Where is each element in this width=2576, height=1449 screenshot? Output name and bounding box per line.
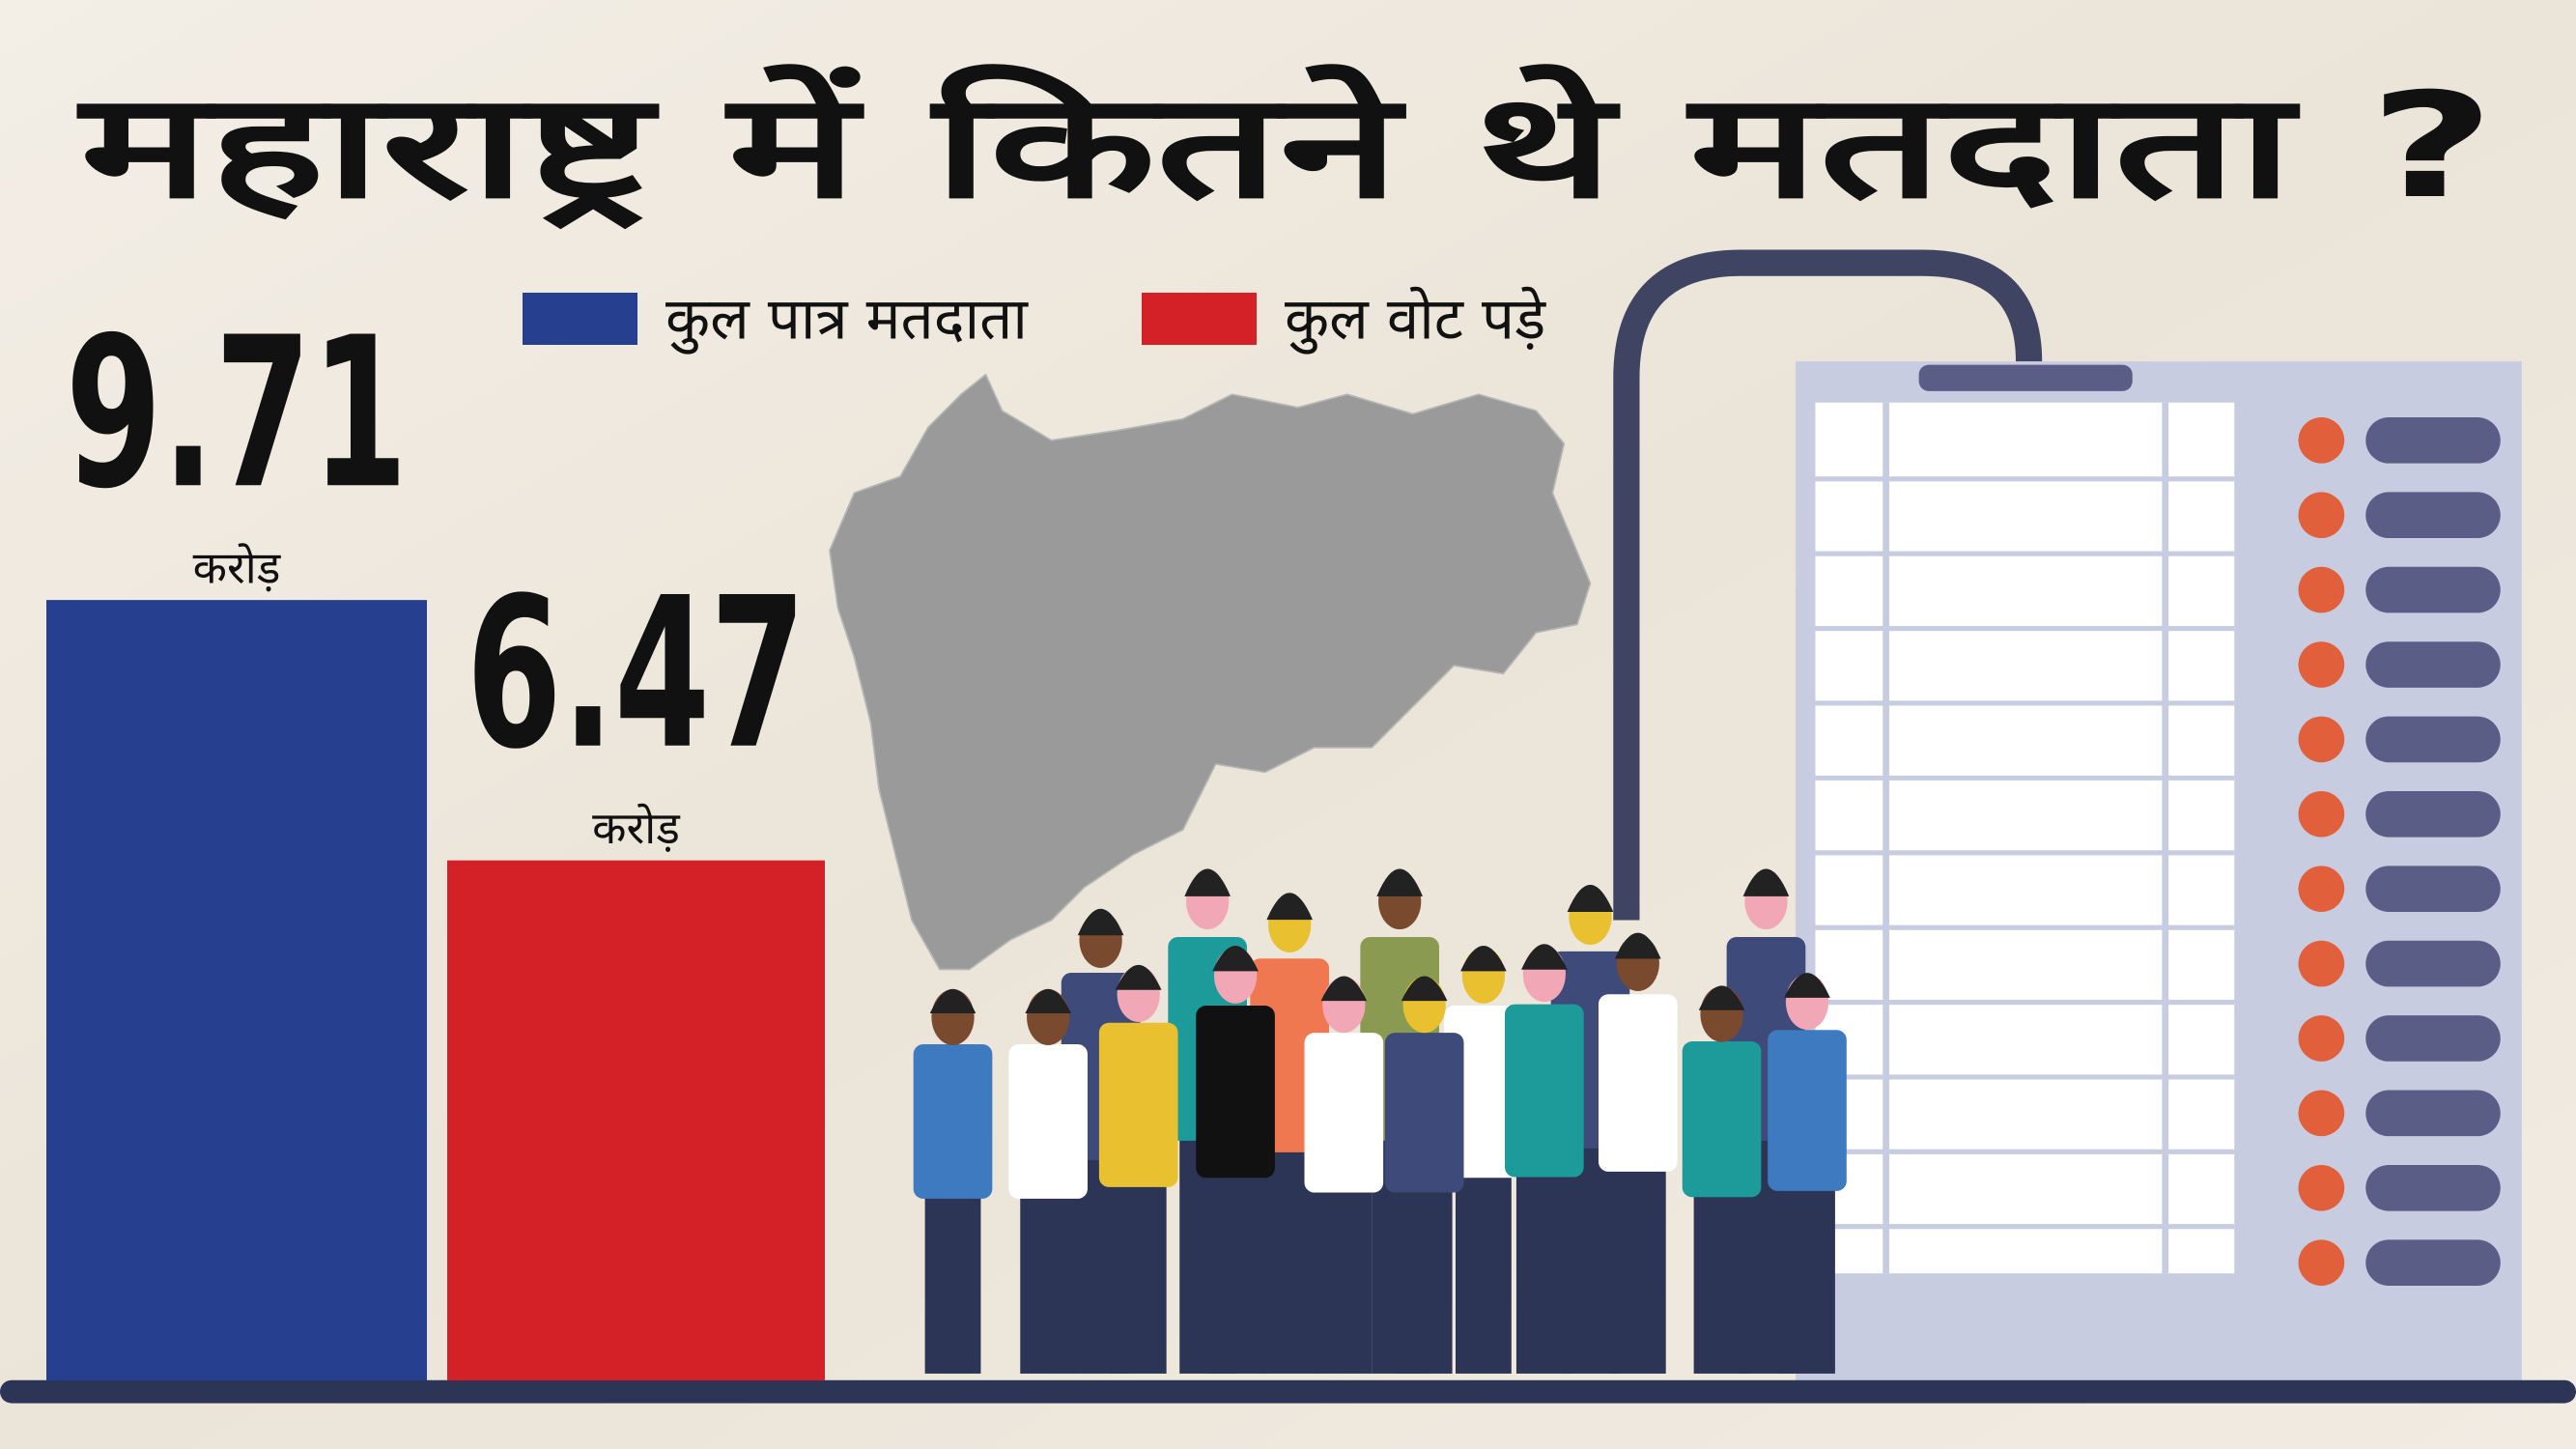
evm-light [2298,716,2345,763]
person-body [1196,1006,1275,1179]
evm-light [2298,1090,2345,1137]
person-body [1008,1044,1088,1199]
evm-button [2365,1239,2501,1286]
evm-button [2365,1164,2501,1211]
person-hair [1614,932,1661,959]
evm-light [2298,492,2345,539]
evm-light [2298,641,2345,688]
evm-light [2298,1164,2345,1211]
legend: कुल पात्र मतदाता कुल वोट पड़े [523,286,1546,355]
person-body [1505,1004,1584,1178]
person-hair [1784,973,1830,998]
person-hair [929,988,977,1014]
evm-button [2365,790,2501,838]
evm-button [2365,1015,2501,1062]
evm-light [2298,790,2345,838]
evm-button [2365,641,2501,688]
person-legs [1515,1142,1572,1374]
evm-button [2365,566,2501,613]
person-legs [1207,1143,1263,1374]
person-hair [1567,884,1614,912]
bar [447,860,825,1380]
person-hair [1184,868,1231,896]
person-body [1598,994,1678,1172]
person-hair [1212,945,1259,972]
legend-label: कुल वोट पड़े [1285,286,1546,355]
evm-slot [1918,364,2133,391]
person-body [1098,1022,1178,1187]
legend-swatch [523,293,637,345]
evm-light [2298,1239,2345,1286]
state-map [829,373,1592,971]
value-label: 6.47 [467,553,807,795]
person-hair [1521,944,1568,970]
person-hair [1460,945,1507,972]
evm-button [2365,716,2501,763]
person-body [1682,1041,1762,1198]
evm-light [2298,866,2345,912]
bar [46,600,427,1380]
person-hair [1376,868,1423,896]
evm-light [2298,1015,2345,1062]
person-legs [924,1167,981,1374]
person-legs [1693,1166,1750,1374]
person-body [1304,1033,1384,1193]
person-hair [1266,893,1314,921]
person-hair [1077,908,1124,936]
unit-label: करोड़ [193,542,282,594]
person-hair [1115,964,1162,990]
evm-button [2365,492,2501,539]
person-legs [1316,1160,1373,1374]
person-body [913,1044,993,1199]
person-body [1768,1030,1847,1191]
evm-light [2298,566,2345,613]
person-hair [1698,985,1745,1010]
evm-button [2365,417,2501,464]
evm-light [2298,417,2345,464]
person-legs [1110,1153,1167,1374]
person-legs [1609,1136,1666,1374]
person-hair [1742,868,1790,896]
illustration [0,249,2576,1404]
evm-button [2365,940,2501,987]
legend-label: कुल पात्र मतदाता [665,286,1029,355]
evm-button [2365,1090,2501,1137]
person-hair [1025,988,1071,1014]
legend-swatch [1142,293,1257,345]
bars: 9.71 करोड़ 6.47 करोड़ [46,292,825,1380]
base-line [0,1379,2576,1404]
person-body [1384,1033,1464,1193]
person-legs [1779,1158,1835,1374]
evm-cable [1613,249,2043,921]
chart-title: महाराष्ट्र में कितने थे मतदाता ? [76,63,2495,231]
person-legs [1455,1143,1512,1374]
evm-panel [1815,402,2235,1274]
person-legs [1020,1167,1077,1374]
person-hair [1320,976,1368,1002]
person-legs [1396,1160,1453,1374]
person-hair [1401,976,1448,1002]
evm-light [2298,940,2345,987]
evm-button [2365,866,2501,912]
unit-label: करोड़ [592,802,681,854]
value-label: 9.71 [66,292,409,534]
